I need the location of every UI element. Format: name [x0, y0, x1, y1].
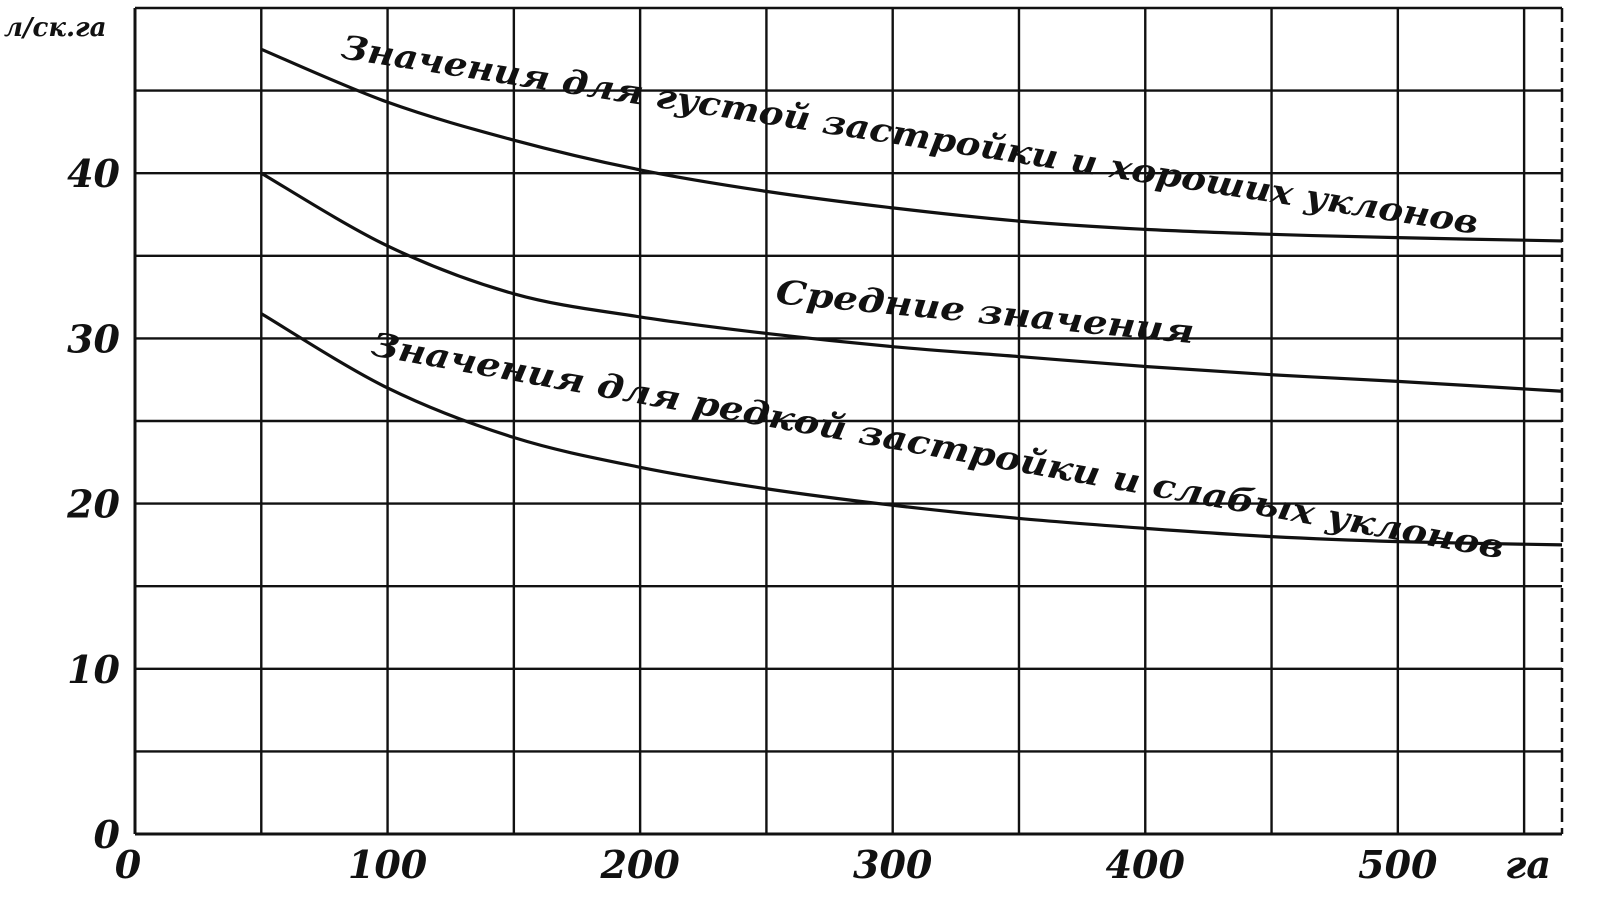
x-tick-label: 200 [599, 842, 680, 887]
series-line-3 [260, 312, 1563, 547]
curves [260, 47, 1563, 547]
y-tick-label: 40 [67, 151, 120, 196]
grid [133, 6, 1564, 836]
y-axis-unit-label: л/ск.га [4, 13, 106, 43]
x-tick-label: 500 [1358, 842, 1438, 887]
x-tick-label: 300 [853, 842, 933, 887]
series-line-2 [260, 171, 1563, 393]
y-tick-label: 30 [67, 316, 120, 361]
x-axis-ticks: 0 100 200 300 400 500 га [115, 842, 1551, 887]
x-tick-label: га [1505, 842, 1551, 887]
y-tick-label: 10 [67, 647, 120, 692]
x-tick-label: 100 [348, 842, 428, 887]
x-tick-label: 0 [115, 842, 142, 887]
series-line-1 [260, 47, 1563, 243]
y-tick-label: 0 [94, 812, 121, 857]
y-tick-label: 20 [66, 482, 120, 527]
x-tick-label: 400 [1106, 842, 1186, 887]
y-axis-ticks: 0 10 20 30 40 л/ск.га [4, 13, 121, 857]
